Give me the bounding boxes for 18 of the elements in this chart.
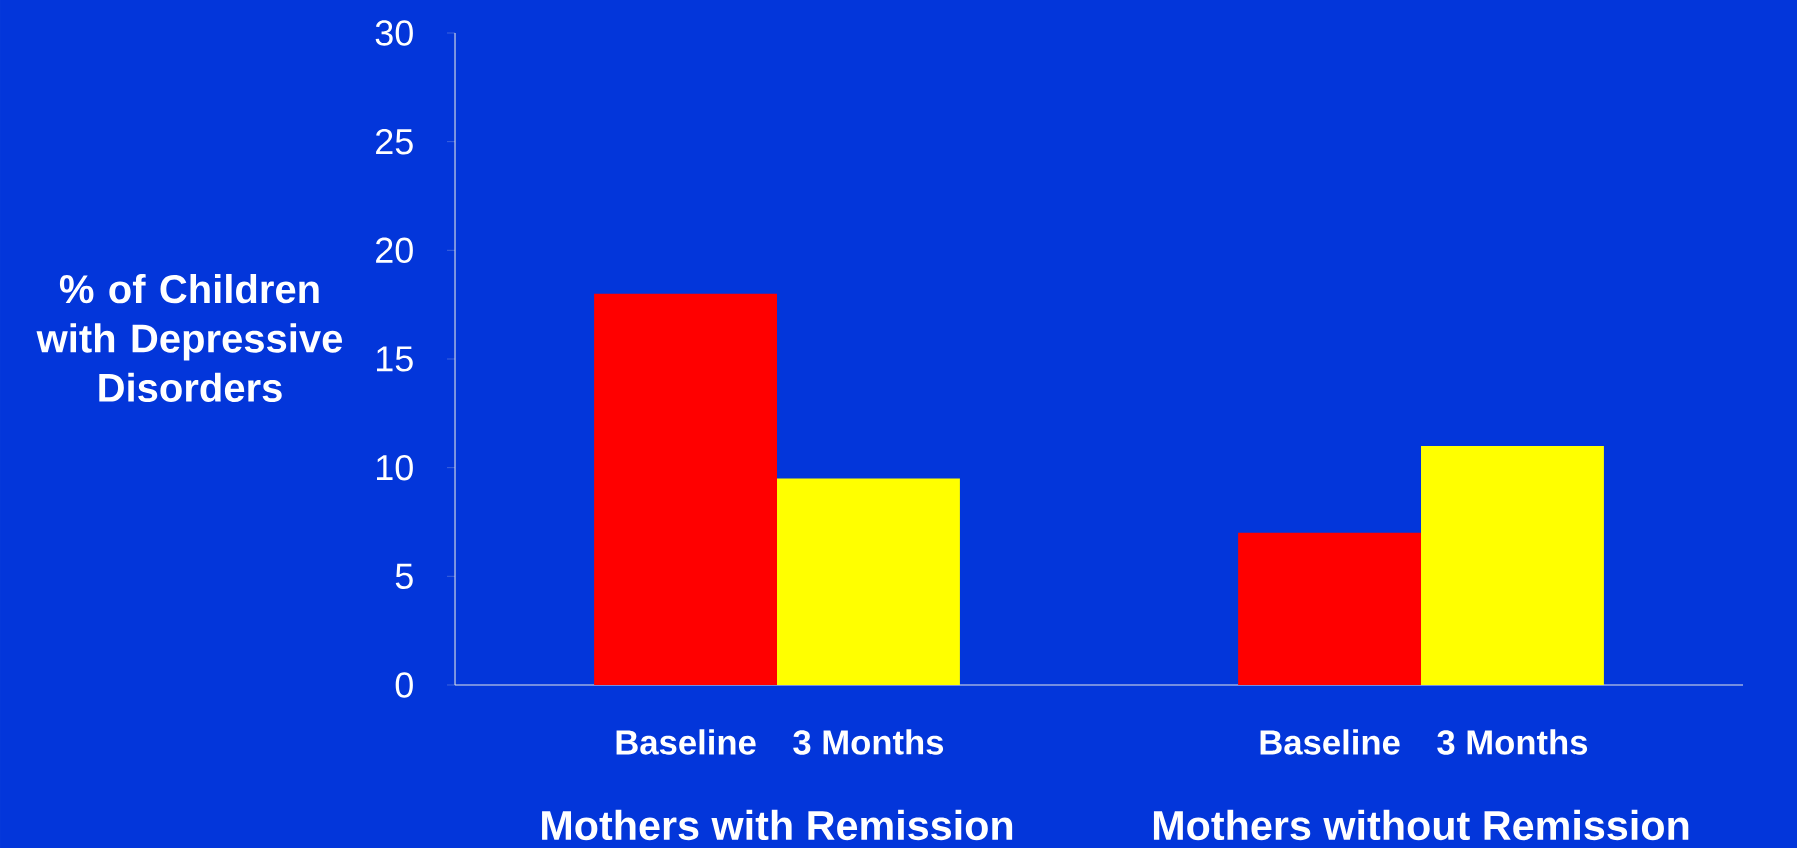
y-axis-title: % of Children with Depressive Disorders — [36, 273, 343, 403]
text: 3 Months — [1437, 729, 1588, 755]
y-tick-label: 0 — [395, 672, 413, 698]
y-tick-label: 20 — [376, 237, 413, 264]
y-tick-label: 10 — [377, 454, 413, 481]
x-tick-label: Mothers with Remission — [542, 809, 1013, 841]
y-tick-label: 25 — [376, 128, 413, 155]
text: Baseline — [1260, 729, 1400, 755]
bar — [777, 478, 960, 685]
y-tick-label: 30 — [375, 20, 413, 46]
bar — [1421, 445, 1604, 685]
bar — [594, 293, 778, 685]
x-tick-label: Mothers without Remission — [1153, 809, 1689, 841]
series-label: Baseline — [616, 729, 756, 755]
y-tick-label: 5 — [395, 563, 413, 589]
series-label: 3 Months — [793, 729, 944, 755]
y-tick-label: 15 — [377, 346, 413, 372]
bar — [1238, 532, 1422, 685]
